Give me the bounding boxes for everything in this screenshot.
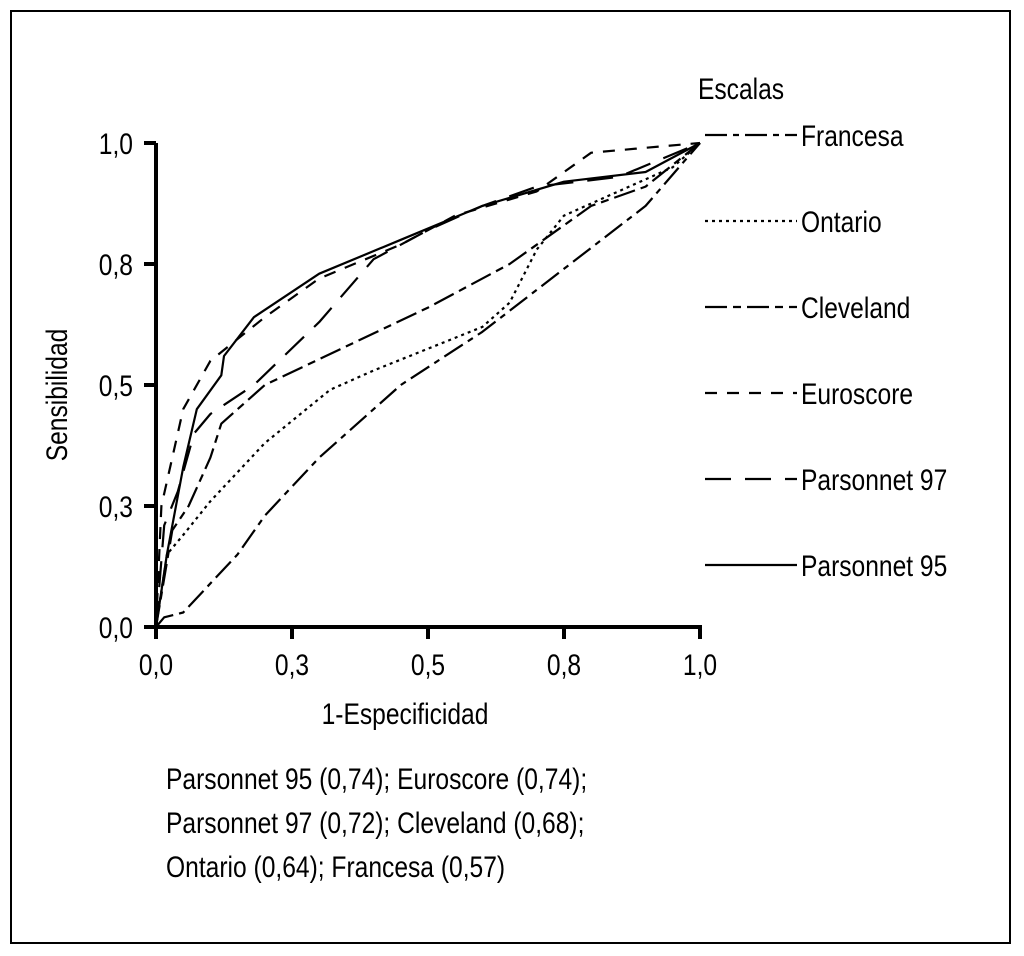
y-axis-label: Sensibilidad (40, 329, 74, 462)
annotation-line: Ontario (0,64); Francesa (0,57) (166, 851, 506, 884)
legend-label: Parsonnet 95 (801, 549, 947, 583)
legend-label: Francesa (801, 119, 904, 153)
series-line-euroscore (154, 141, 701, 628)
y-tick-label: 1,0 (99, 127, 133, 161)
y-tick-label: 0,8 (99, 248, 133, 282)
x-tick-label: 0,3 (275, 648, 309, 682)
x-tick-label: 0,8 (547, 648, 581, 682)
series-line-francesa (155, 142, 701, 628)
series-line-ontario (154, 142, 701, 628)
x-tick-label: 0,5 (411, 648, 445, 682)
legend-title: Escalas (698, 72, 784, 106)
y-tick-label: 0,5 (99, 369, 133, 403)
axis-labels: 1-Especificidad Sensibilidad (40, 329, 489, 731)
legend-label: Euroscore (801, 377, 913, 411)
x-axis-label: 1-Especificidad (322, 697, 489, 731)
x-tick-label: 0,0 (139, 648, 173, 682)
figure-frame (10, 10, 1011, 944)
legend: Escalas Francesa Ontario Cleveland Euroscor… (698, 72, 947, 583)
x-tick-label: 1,0 (683, 648, 717, 682)
annotation-line: Parsonnet 95 (0,74); Euroscore (0,74); (166, 763, 588, 796)
legend-label: Ontario (801, 205, 882, 239)
auc-annotation: Parsonnet 95 (0,74); Euroscore (0,74); P… (166, 758, 587, 890)
legend-label: Cleveland (801, 291, 910, 325)
annotation-line: Parsonnet 97 (0,72); Cleveland (0,68); (166, 807, 585, 840)
ticks: 0,0 0,3 0,5 0,8 1,0 0,0 0,3 0,5 0,8 1,0 (99, 127, 717, 682)
legend-label: Parsonnet 97 (801, 463, 947, 497)
y-tick-label: 0,3 (99, 490, 133, 524)
series-group (154, 141, 701, 628)
series-line-parsonnet-95 (154, 142, 701, 628)
y-tick-label: 0,0 (99, 611, 133, 645)
